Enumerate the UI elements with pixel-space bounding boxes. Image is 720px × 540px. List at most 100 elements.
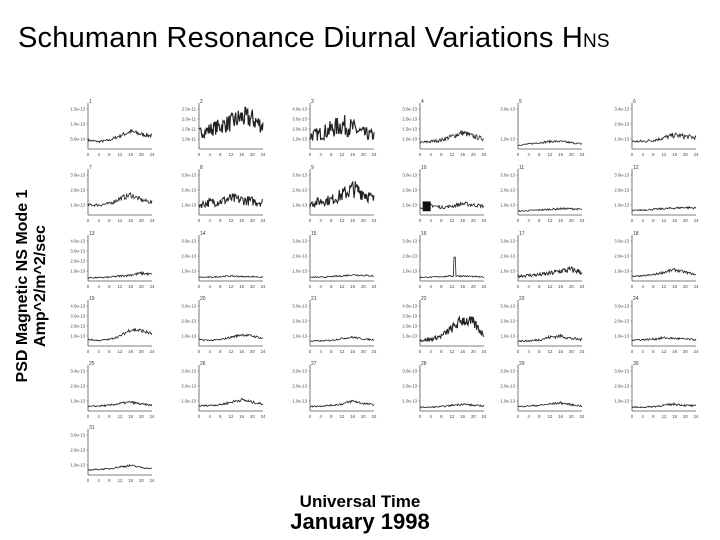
panel-y-tick-label: 1.0e-13 bbox=[70, 463, 85, 468]
panel-y-tick-label: 2.0e-13 bbox=[402, 324, 417, 329]
panel-day-label: 2 bbox=[200, 99, 203, 105]
panel-y-tick-label: 3.0e-13 bbox=[402, 314, 417, 319]
panel-x-tick-label: 16 bbox=[128, 218, 133, 223]
panel-y-tick-label: 2.0e-13 bbox=[70, 324, 85, 329]
panel-x-tick-label: 24 bbox=[580, 414, 585, 419]
panel-day-10: 10 3.0e-13 2.0e-13 1.0e-13 0 4 8 12 16 20 24 bbox=[402, 165, 487, 223]
panel-x-tick-label: 24 bbox=[150, 414, 155, 419]
panel-day-2: 22.5e-11 2.0e-11 1.5e-11 1.0e-11 0 4 8 12 16 20 24 bbox=[182, 99, 266, 157]
panel-x-tick-label: 0 bbox=[87, 349, 90, 354]
panel-x-tick-label: 24 bbox=[694, 218, 699, 223]
chart-title: Schumann Resonance Diurnal Variations HN… bbox=[18, 22, 610, 55]
panel-series-line bbox=[198, 333, 264, 342]
panel-y-tick-label: 1.0e-13 bbox=[500, 269, 515, 274]
panel-x-tick-label: 16 bbox=[672, 414, 677, 419]
panel-x-tick-label: 16 bbox=[350, 152, 355, 157]
panel-x-tick-label: 12 bbox=[229, 218, 234, 223]
panel-x-tick-label: 20 bbox=[361, 284, 366, 289]
panel-y-tick-label: 1.0e-13 bbox=[181, 334, 196, 339]
panel-x-tick-label: 8 bbox=[108, 284, 111, 289]
panel-x-tick-label: 20 bbox=[471, 152, 476, 157]
panel-day-label: 26 bbox=[200, 361, 206, 367]
panel-x-tick-label: 20 bbox=[683, 152, 688, 157]
panel-x-tick-label: 8 bbox=[440, 414, 443, 419]
panel-x-tick-label: 16 bbox=[460, 349, 465, 354]
panel-day-label: 1 bbox=[89, 99, 92, 105]
panel-day-label: 8 bbox=[200, 165, 203, 171]
panel-x-tick-label: 20 bbox=[250, 414, 255, 419]
panel-x-tick-label: 12 bbox=[548, 218, 553, 223]
panel-x-tick-label: 24 bbox=[150, 218, 155, 223]
panel-series-line bbox=[631, 401, 697, 409]
panel-y-tick-label: 1.0e-13 bbox=[292, 203, 307, 208]
panel-y-tick-label: 3.0e-13 bbox=[402, 239, 417, 244]
panel-day-21: 21 3.0e-13 2.0e-13 1.0e-13 0 4 8 12 16 20 24 bbox=[292, 296, 377, 354]
panel-y-tick-label: 4.0e-13 bbox=[402, 304, 417, 309]
panel-x-tick-label: 0 bbox=[309, 349, 312, 354]
panel-y-tick-label: 1.0e-13 bbox=[614, 399, 629, 404]
panel-y-tick-label: 3.0e-13 bbox=[402, 173, 417, 178]
panel-x-tick-label: 24 bbox=[261, 414, 266, 419]
panel-y-tick-label: 4.0e-13 bbox=[292, 107, 307, 112]
panel-y-tick-label: 2.0e-13 bbox=[614, 122, 629, 127]
panel-x-tick-label: 4 bbox=[527, 152, 530, 157]
panel-x-tick-label: 4 bbox=[97, 414, 100, 419]
panel-x-tick-label: 20 bbox=[361, 349, 366, 354]
panel-x-tick-label: 12 bbox=[548, 152, 553, 157]
panel-x-tick-label: 8 bbox=[652, 152, 655, 157]
panel-x-tick-label: 24 bbox=[261, 349, 266, 354]
panel-series-line bbox=[419, 130, 485, 144]
panel-y-tick-label: 3.0e-13 bbox=[614, 304, 629, 309]
panel-x-tick-label: 0 bbox=[309, 218, 312, 223]
panel-x-tick-label: 4 bbox=[208, 414, 211, 419]
panel-y-tick-label: 2.0e-13 bbox=[614, 319, 629, 324]
panel-y-tick-label: 3.0e-13 bbox=[70, 433, 85, 438]
panel-y-tick-label: 2.0e-13 bbox=[70, 384, 85, 389]
panel-x-tick-label: 4 bbox=[641, 218, 644, 223]
panel-x-tick-label: 16 bbox=[672, 349, 677, 354]
panel-x-tick-label: 8 bbox=[330, 414, 333, 419]
panel-x-tick-label: 24 bbox=[261, 218, 266, 223]
panel-series-line bbox=[631, 267, 697, 278]
panel-x-tick-label: 0 bbox=[87, 414, 90, 419]
panel-x-tick-label: 16 bbox=[460, 414, 465, 419]
panel-day-label: 19 bbox=[89, 296, 95, 302]
panel-y-tick-label: 1.0e-13 bbox=[292, 269, 307, 274]
panel-x-tick-label: 16 bbox=[239, 349, 244, 354]
panel-y-tick-label: 2.0e-13 bbox=[402, 384, 417, 389]
panel-x-tick-label: 20 bbox=[139, 218, 144, 223]
panel-x-tick-label: 8 bbox=[440, 218, 443, 223]
panel-y-tick-label: 3.0e-13 bbox=[500, 239, 515, 244]
x-axis-label-line1: Universal Time bbox=[299, 492, 421, 511]
panel-x-tick-label: 4 bbox=[527, 284, 530, 289]
panel-day-label: 25 bbox=[89, 361, 95, 367]
panel-x-tick-label: 12 bbox=[340, 349, 345, 354]
panel-x-tick-label: 4 bbox=[641, 414, 644, 419]
panel-x-tick-label: 24 bbox=[150, 478, 155, 483]
panel-x-tick-label: 12 bbox=[340, 414, 345, 419]
panel-x-tick-label: 8 bbox=[219, 152, 222, 157]
panel-series-line bbox=[419, 201, 485, 210]
panel-x-tick-label: 12 bbox=[548, 349, 553, 354]
panel-x-tick-label: 20 bbox=[139, 284, 144, 289]
panel-x-tick-label: 4 bbox=[641, 284, 644, 289]
panel-y-tick-label: 1.0e-13 bbox=[292, 334, 307, 339]
panel-y-tick-label: 1.0e-13 bbox=[500, 137, 515, 142]
panel-y-tick-label: 2.5e-11 bbox=[182, 107, 197, 112]
panel-x-tick-label: 24 bbox=[372, 414, 377, 419]
panel-series-line bbox=[309, 115, 375, 142]
panel-day-24: 24 3.0e-13 2.0e-13 1.0e-13 0 4 8 12 16 20 24 bbox=[614, 296, 699, 354]
panel-day-label: 4 bbox=[421, 99, 424, 105]
panel-x-tick-label: 20 bbox=[139, 152, 144, 157]
panel-x-tick-label: 8 bbox=[330, 152, 333, 157]
panel-x-tick-label: 4 bbox=[97, 152, 100, 157]
panel-x-tick-label: 20 bbox=[139, 349, 144, 354]
panel-y-tick-label: 2.0e-13 bbox=[292, 319, 307, 324]
panel-x-tick-label: 20 bbox=[361, 152, 366, 157]
panel-x-tick-label: 16 bbox=[239, 414, 244, 419]
panel-series-line bbox=[419, 403, 485, 409]
panel-x-tick-label: 8 bbox=[440, 152, 443, 157]
panel-x-tick-label: 12 bbox=[118, 218, 123, 223]
panel-x-tick-label: 24 bbox=[372, 218, 377, 223]
panel-x-tick-label: 4 bbox=[429, 414, 432, 419]
